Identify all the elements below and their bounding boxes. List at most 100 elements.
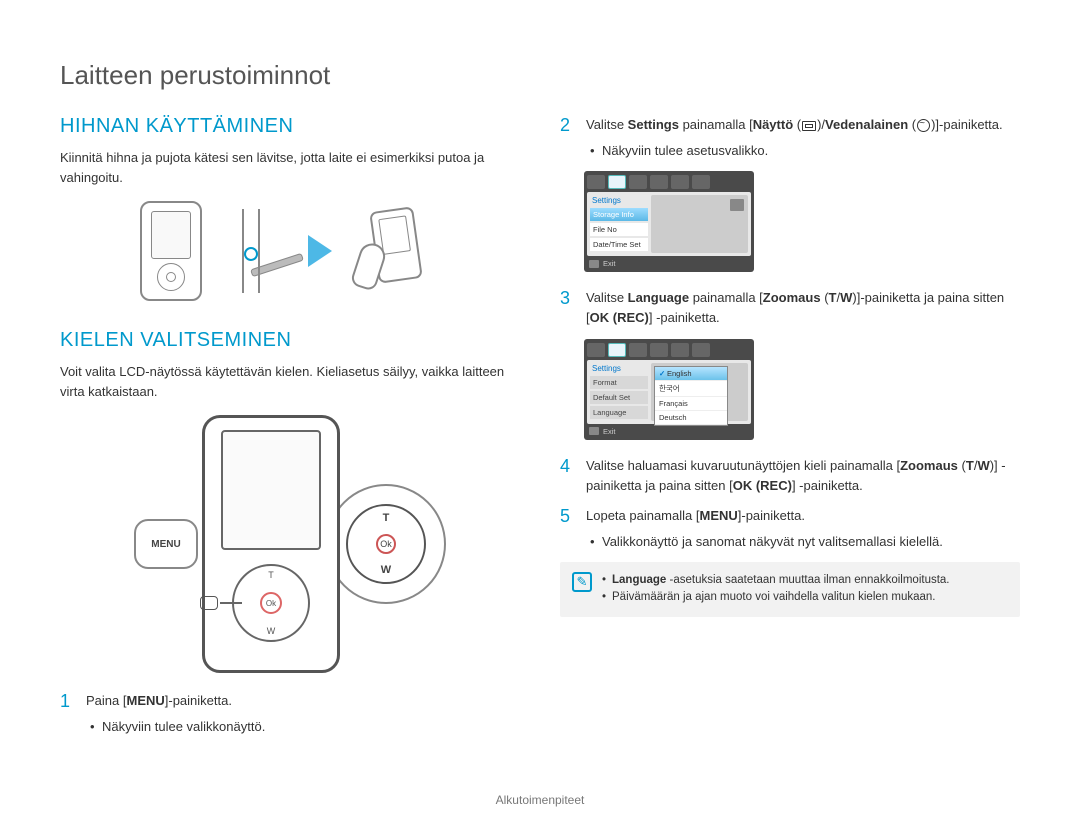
underwater-icon	[917, 119, 930, 132]
pad-callout-w: W	[381, 564, 391, 576]
tab-icon	[692, 343, 710, 357]
strap-figure	[60, 201, 520, 301]
tab-icon	[629, 343, 647, 357]
s2d: Näyttö	[753, 117, 793, 132]
device-large-illustration: T W	[202, 415, 340, 673]
settings-label: Settings	[590, 195, 648, 206]
step-1-text-a: Paina [	[86, 693, 126, 708]
note-icon	[572, 572, 592, 592]
s2a: Valitse	[586, 117, 628, 132]
exit-icon	[589, 427, 599, 435]
tab-icon	[587, 175, 605, 189]
display-icon	[802, 121, 816, 131]
s3b: Language	[628, 290, 689, 305]
strap-heading: HIHNAN KÄYTTÄMINEN	[60, 115, 520, 138]
pad-w-label: W	[267, 626, 276, 636]
tab-icon	[671, 343, 689, 357]
s5c: ]-painiketta.	[738, 508, 805, 523]
step-5-number: 5	[560, 506, 574, 528]
s2e: (	[793, 117, 801, 132]
settings-screen-2: Settings Format Default Set Language ✓En…	[584, 339, 754, 440]
step-2-bullet: Näkyviin tulee asetusvalikko.	[590, 141, 1020, 161]
step-1: 1 Paina [MENU]-painiketta. Näkyviin tule…	[60, 691, 520, 737]
step-4-number: 4	[560, 456, 574, 478]
s4a: Valitse haluamasi kuvaruutunäyttöjen kie…	[586, 458, 900, 473]
tab-icon	[650, 343, 668, 357]
note-1: Language -asetuksia saatetaan muuttaa il…	[602, 572, 1008, 589]
step-1-text-c: ]-painiketta.	[165, 693, 232, 708]
note-box: Language -asetuksia saatetaan muuttaa il…	[560, 562, 1020, 617]
s2c: painamalla [	[679, 117, 753, 132]
exit-label: Exit	[603, 259, 616, 268]
strap-text: Kiinnitä hihna ja pujota kätesi sen lävi…	[60, 148, 520, 187]
step-1-text-menu: MENU	[126, 693, 164, 708]
right-column: 2 Valitse Settings painamalla [Näyttö ()…	[560, 115, 1020, 747]
s4c: (	[958, 458, 966, 473]
arrow-right-icon	[308, 235, 332, 267]
language-item: Language	[590, 406, 648, 419]
s3d: Zoomaus	[763, 290, 821, 305]
step-4: 4 Valitse haluamasi kuvaruutunäyttöjen k…	[560, 456, 1020, 496]
pad-callout-t: T	[383, 512, 390, 524]
s4h: OK (REC)	[733, 478, 792, 493]
device-mini-illustration	[140, 201, 202, 301]
s4b: Zoomaus	[900, 458, 958, 473]
step-3-number: 3	[560, 288, 574, 310]
step-1-number: 1	[60, 691, 74, 713]
tab-icon	[587, 343, 605, 357]
language-text: Voit valita LCD-näytössä käytettävän kie…	[60, 362, 520, 401]
settings-label: Settings	[590, 363, 648, 374]
s5a: Lopeta painamalla [	[586, 508, 699, 523]
default-set-item: Default Set	[590, 391, 648, 404]
left-column: HIHNAN KÄYTTÄMINEN Kiinnitä hihna ja puj…	[60, 115, 520, 747]
language-heading: KIELEN VALITSEMINEN	[60, 329, 520, 352]
exit-icon	[589, 260, 599, 268]
step-5: 5 Lopeta painamalla [MENU]-painiketta. V…	[560, 506, 1020, 552]
language-dropdown: ✓English 한국어 Français Deutsch	[654, 366, 728, 426]
note-2: Päivämäärän ja ajan muoto voi vaihdella …	[602, 589, 1008, 606]
s3h: W	[840, 290, 852, 305]
s3e: (	[821, 290, 829, 305]
s4f: W	[977, 458, 989, 473]
s2i: )]-painiketta.	[931, 117, 1003, 132]
lang-german: Deutsch	[655, 411, 727, 425]
lang-english: ✓English	[655, 367, 727, 381]
preview-area	[651, 195, 748, 253]
tab-icon-active	[608, 343, 626, 357]
tab-icon	[650, 175, 668, 189]
s2h: (	[908, 117, 916, 132]
s5b: MENU	[699, 508, 737, 523]
file-no-item: File No	[590, 223, 648, 236]
page-footer: Alkutoimenpiteet	[0, 793, 1080, 807]
step-2: 2 Valitse Settings painamalla [Näyttö ()…	[560, 115, 1020, 161]
datetime-item: Date/Time Set	[590, 238, 648, 251]
preview-area: ✓English 한국어 Français Deutsch	[651, 363, 748, 421]
exit-label: Exit	[603, 427, 616, 436]
s2b: Settings	[628, 117, 679, 132]
tab-icon	[629, 175, 647, 189]
s3j: OK (REC)	[590, 310, 649, 325]
step-3: 3 Valitse Language painamalla [Zoomaus (…	[560, 288, 1020, 328]
s2g: Vedenalainen	[825, 117, 908, 132]
format-item: Format	[590, 376, 648, 389]
s3c: painamalla [	[689, 290, 763, 305]
s4d: T	[966, 458, 974, 473]
menu-callout: MENU	[134, 519, 198, 569]
page-title: Laitteen perustoiminnot	[60, 60, 1020, 91]
s3k: ] -painiketta.	[649, 310, 720, 325]
settings-screen-1: Settings Storage Info File No Date/Time …	[584, 171, 754, 272]
lang-french: Français	[655, 397, 727, 411]
s3f: T	[829, 290, 837, 305]
tab-icon	[671, 175, 689, 189]
s2f: )/	[817, 117, 825, 132]
tab-icon-active	[608, 175, 626, 189]
storage-info-item: Storage Info	[590, 208, 648, 221]
thumbnail-icon	[730, 199, 744, 211]
step-5-bullet: Valikkonäyttö ja sanomat näkyvät nyt val…	[590, 532, 1020, 552]
s3a: Valitse	[586, 290, 628, 305]
device-large-figure: MENU T W T W	[60, 415, 520, 673]
content-columns: HIHNAN KÄYTTÄMINEN Kiinnitä hihna ja puj…	[60, 115, 1020, 747]
strap-attach-illustration	[220, 201, 290, 301]
tab-icon	[692, 175, 710, 189]
pad-t-label: T	[268, 570, 274, 580]
